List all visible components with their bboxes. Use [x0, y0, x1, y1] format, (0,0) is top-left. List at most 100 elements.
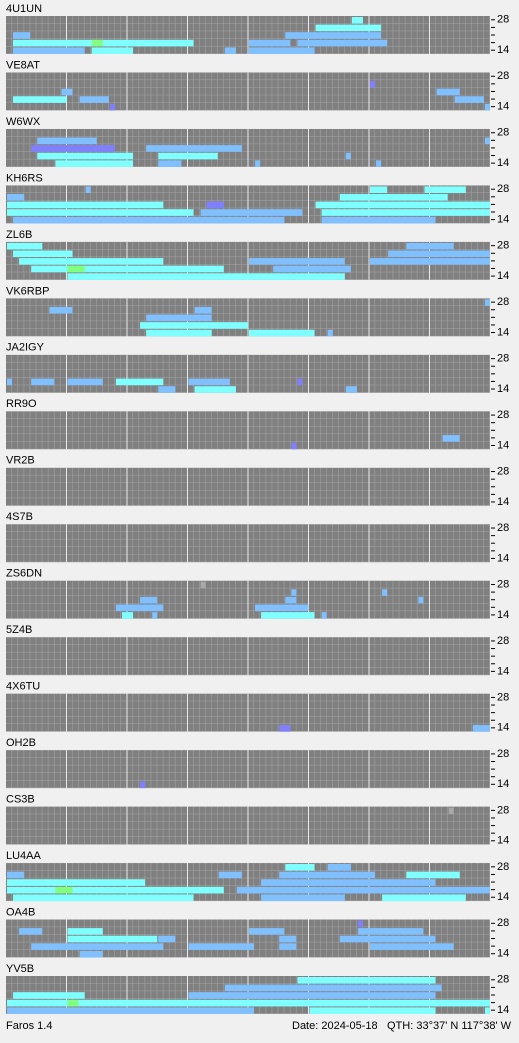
signal-cells	[91, 47, 134, 54]
signal-cells	[321, 209, 490, 216]
station-name: LU4AA	[6, 850, 42, 862]
signal-cells	[273, 265, 351, 273]
signal-cells	[309, 1007, 436, 1014]
signal-cells	[67, 999, 79, 1007]
band-label: 28	[497, 240, 509, 252]
signal-cells	[249, 258, 345, 265]
signal-cells	[13, 32, 31, 39]
signal-cells	[249, 39, 291, 47]
signal-cells	[115, 378, 164, 386]
band-label: 14	[497, 383, 509, 395]
band-label: 28	[497, 183, 509, 195]
signal-cells	[285, 864, 315, 871]
signal-cells	[31, 265, 224, 273]
signal-cells	[454, 96, 484, 103]
signal-cells	[297, 378, 303, 386]
signal-cells	[49, 306, 73, 314]
signal-cells	[370, 258, 490, 265]
signal-cells	[297, 976, 436, 984]
signal-cells	[7, 209, 194, 216]
station-name: CS3B	[6, 793, 35, 805]
signal-cells	[315, 24, 382, 32]
signal-cells	[7, 886, 224, 894]
band-label: 28	[497, 14, 509, 26]
propagation-grid: 14 28	[6, 974, 509, 1016]
propagation-grid: 14 28	[6, 748, 509, 790]
station-name: VE8AT	[6, 59, 40, 71]
signal-cells	[357, 920, 363, 928]
signal-cells	[19, 258, 164, 265]
station-name: VK6RBP	[6, 285, 49, 297]
band-label: 14	[497, 214, 509, 226]
signal-cells	[418, 596, 424, 604]
signal-cells	[140, 596, 158, 604]
band-label: 14	[497, 1004, 509, 1016]
signal-cells	[206, 201, 224, 209]
signal-cells	[7, 871, 25, 879]
signal-cells	[79, 950, 103, 958]
signal-cells	[67, 273, 345, 280]
signal-cells	[19, 928, 43, 935]
signal-cells	[261, 612, 315, 619]
qth: QTH: 33°37' N 117°38' W	[387, 1020, 512, 1032]
signal-cells	[321, 612, 327, 619]
signal-cells	[448, 807, 454, 815]
signal-cells	[484, 1007, 490, 1014]
band-label: 28	[497, 127, 509, 139]
signal-cells	[140, 322, 248, 329]
signal-cells	[188, 943, 255, 950]
signal-cells	[158, 160, 182, 167]
signal-cells	[406, 871, 460, 879]
signal-cells	[218, 871, 242, 879]
signal-cells	[376, 160, 382, 167]
station-name: W6WX	[6, 116, 41, 128]
signal-cells	[388, 250, 490, 258]
signal-cells	[436, 88, 460, 96]
signal-cells	[357, 928, 424, 935]
signal-cells	[472, 725, 490, 732]
band-label: 14	[497, 44, 509, 56]
band-label: 14	[497, 157, 509, 169]
signal-cells	[13, 96, 67, 103]
propagation-grid: 14 28	[6, 296, 509, 338]
signal-cells	[37, 137, 97, 145]
band-label: 28	[497, 974, 509, 986]
signal-cells	[279, 935, 297, 943]
signal-cells	[224, 984, 442, 992]
signal-cells	[13, 250, 73, 258]
signal-cells	[321, 216, 436, 224]
band-label: 14	[497, 665, 509, 677]
signal-cells	[85, 186, 91, 194]
signal-cells	[370, 186, 388, 194]
station-name: VR2B	[6, 455, 35, 467]
band-label: 28	[497, 917, 509, 929]
propagation-grid: 14 28	[6, 127, 509, 169]
band-label: 14	[497, 496, 509, 508]
propagation-grid: 14 28	[6, 804, 509, 847]
signal-cells	[236, 886, 490, 894]
station-name: OA4B	[6, 906, 35, 918]
signal-cells	[200, 209, 303, 216]
band-label: 28	[497, 691, 509, 703]
station-name: ZL6B	[6, 229, 32, 241]
propagation-grid: 14 28	[6, 409, 509, 451]
signal-cells	[146, 145, 242, 152]
signal-cells	[7, 1007, 255, 1014]
band-label: 28	[497, 465, 509, 477]
band-label: 14	[497, 891, 509, 903]
signal-cells	[31, 943, 164, 950]
signal-cells	[345, 152, 351, 160]
signal-cells	[339, 935, 436, 943]
signal-cells	[109, 103, 115, 111]
signal-cells	[37, 152, 134, 160]
signal-cells	[382, 894, 466, 902]
signal-cells	[7, 242, 43, 250]
signal-cells	[442, 435, 460, 442]
band-label: 28	[497, 409, 509, 421]
station-name: YV5B	[6, 963, 34, 975]
signal-cells	[255, 160, 261, 167]
signal-cells	[261, 879, 436, 886]
signal-cells	[67, 935, 158, 943]
propagation-grid: 14 28	[6, 691, 509, 734]
signal-cells	[13, 894, 194, 902]
